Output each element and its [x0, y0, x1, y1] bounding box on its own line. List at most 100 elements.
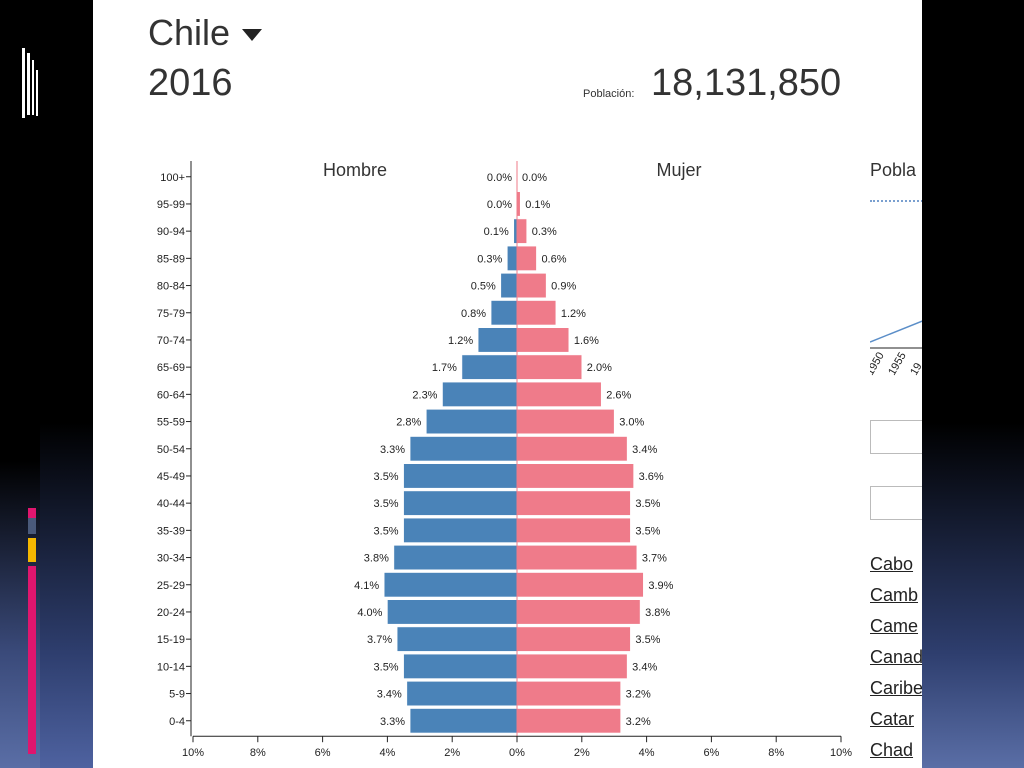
- country-link[interactable]: Chad: [870, 740, 914, 760]
- female-bar: [516, 408, 615, 435]
- female-bar: [516, 463, 634, 489]
- age-group-label: 0-4: [169, 716, 185, 728]
- male-bar: [403, 490, 518, 516]
- female-value-label: 3.2%: [626, 689, 651, 701]
- male-value-label: 1.2%: [448, 335, 473, 347]
- male-bar: [383, 572, 518, 598]
- male-value-label: 0.3%: [477, 253, 502, 265]
- country-selector[interactable]: Chile: [148, 12, 263, 54]
- slide-right-band: [922, 0, 1024, 768]
- mini-chart-tick-label: 1950: [870, 350, 887, 377]
- female-value-label: 3.2%: [626, 716, 651, 728]
- female-value-label: 3.7%: [642, 553, 667, 565]
- age-group-label: 60-64: [157, 389, 185, 401]
- male-value-label: 0.5%: [471, 281, 496, 293]
- male-bar: [500, 273, 518, 299]
- male-bar: [403, 653, 518, 679]
- age-group-label: 30-34: [157, 553, 185, 565]
- male-value-label: 0.0%: [487, 199, 512, 211]
- slide-left-inner-band: [40, 0, 93, 768]
- age-group-label: 40-44: [157, 498, 185, 510]
- female-bar: [516, 517, 631, 543]
- population-value: 18,131,850: [651, 62, 842, 104]
- female-bar: [516, 436, 628, 462]
- female-value-label: 0.1%: [525, 199, 550, 211]
- age-group-label: 85-89: [157, 253, 185, 265]
- slide-decoration-lines: [22, 48, 38, 118]
- female-value-label: 3.5%: [635, 498, 660, 510]
- female-value-label: 3.5%: [635, 634, 660, 646]
- x-axis-tick-label: 10%: [830, 747, 852, 759]
- age-group-label: 5-9: [169, 689, 185, 701]
- male-value-label: 1.7%: [432, 362, 457, 374]
- population-pyramid-chart: Hombre Mujer 100+ 0.0% 0.0% 95-99 0.0% 0.1% 90-9…: [157, 160, 852, 759]
- age-group-label: 25-29: [157, 580, 185, 592]
- female-bar: [516, 354, 583, 380]
- male-value-label: 3.3%: [380, 716, 405, 728]
- country-link[interactable]: Cabo: [870, 554, 914, 574]
- country-link[interactable]: Catar: [870, 709, 915, 729]
- slide-accent-bar: [28, 538, 36, 562]
- female-value-label: 2.0%: [587, 362, 612, 374]
- male-value-label: 2.3%: [412, 389, 437, 401]
- female-bar: [516, 680, 621, 707]
- male-value-label: 0.1%: [484, 226, 509, 238]
- male-bar: [387, 599, 518, 625]
- side-panel-legend-line: [870, 200, 922, 202]
- side-panel-button-pa[interactable]: PA: [870, 486, 922, 520]
- age-group-label: 50-54: [157, 444, 185, 456]
- age-group-label: 35-39: [157, 525, 185, 537]
- dropdown-caret-icon[interactable]: [242, 29, 263, 41]
- age-group-label: 90-94: [157, 226, 185, 238]
- age-group-label: 20-24: [157, 607, 185, 619]
- female-value-label: 0.9%: [551, 281, 576, 293]
- age-group-label: 75-79: [157, 308, 185, 320]
- female-bar: [516, 245, 537, 271]
- male-bar: [406, 680, 518, 707]
- male-bar: [477, 327, 518, 353]
- country-link[interactable]: Canad: [870, 647, 922, 667]
- age-group-label: 15-19: [157, 634, 185, 646]
- female-value-label: 0.0%: [522, 172, 547, 184]
- male-bar: [461, 354, 518, 380]
- male-bar: [393, 544, 518, 571]
- x-axis-tick-label: 4%: [639, 747, 655, 759]
- x-axis-tick-label: 4%: [379, 747, 395, 759]
- female-value-label: 1.6%: [574, 335, 599, 347]
- male-value-label: 0.0%: [487, 172, 512, 184]
- age-group-label: 80-84: [157, 281, 185, 293]
- male-bar: [396, 626, 518, 652]
- mini-chart-line: [870, 320, 922, 343]
- female-bar: [516, 327, 570, 353]
- age-group-label: 95-99: [157, 199, 185, 211]
- country-link[interactable]: Came: [870, 616, 919, 636]
- male-bar: [403, 463, 518, 489]
- x-axis-tick-label: 6%: [315, 747, 331, 759]
- age-group-label: 55-59: [157, 417, 185, 429]
- country-name: Chile: [148, 12, 231, 53]
- side-panel-button-a[interactable]: A: [870, 420, 922, 454]
- female-value-label: 3.4%: [632, 661, 657, 673]
- female-bar: [516, 381, 602, 407]
- slide-accent-bar: [28, 508, 36, 518]
- female-bar: [516, 653, 628, 679]
- mini-chart-tick-label: 1955: [886, 350, 909, 377]
- chart-right-title: Mujer: [656, 160, 701, 180]
- male-bar: [409, 436, 518, 462]
- age-group-label: 45-49: [157, 471, 185, 483]
- male-value-label: 4.1%: [354, 580, 379, 592]
- female-bar: [516, 490, 631, 516]
- slide-accent-bar: [28, 566, 36, 754]
- female-bar: [516, 572, 644, 598]
- x-axis-tick-label: 2%: [574, 747, 590, 759]
- male-value-label: 3.5%: [374, 471, 399, 483]
- country-link[interactable]: Caribe: [870, 678, 922, 698]
- age-group-label: 100+: [160, 172, 185, 184]
- x-axis-tick-label: 8%: [250, 747, 266, 759]
- male-bar: [403, 517, 518, 543]
- x-axis-tick-label: 0%: [509, 747, 525, 759]
- country-link[interactable]: Camb: [870, 585, 919, 605]
- female-bar: [516, 626, 631, 652]
- side-panel-title: Pobla: [870, 160, 917, 180]
- female-value-label: 0.6%: [541, 253, 566, 265]
